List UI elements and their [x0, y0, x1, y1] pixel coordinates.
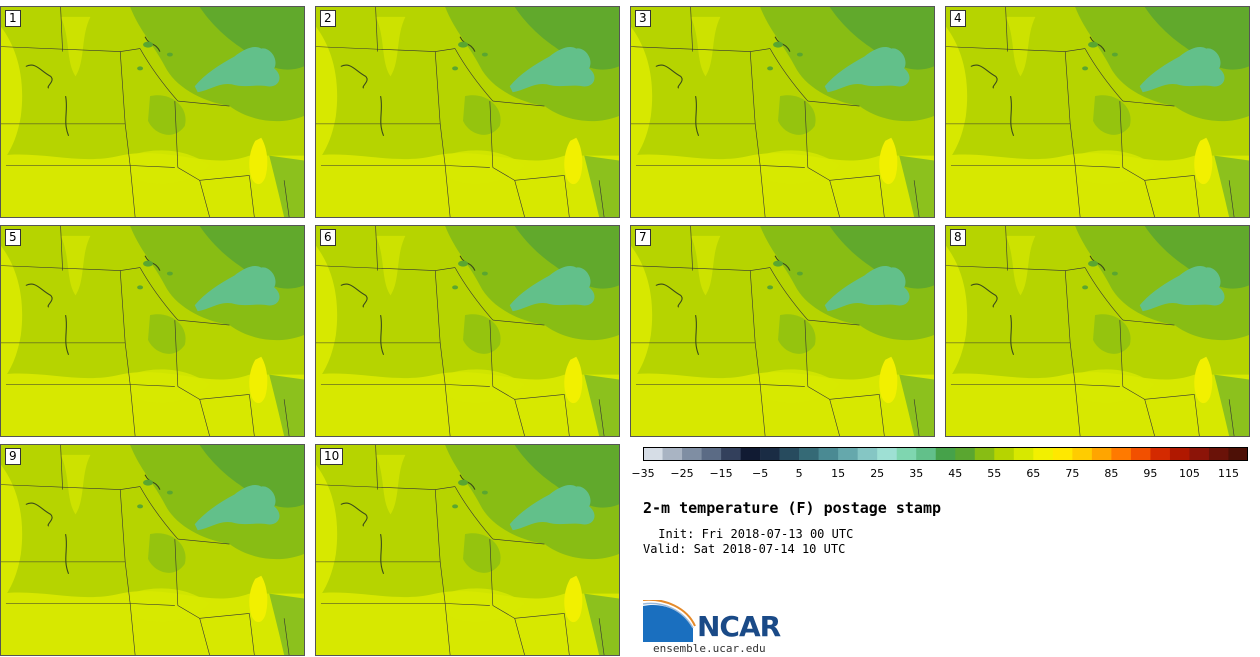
- colorbar-bin: [662, 447, 683, 461]
- colorbar-tick-label: 85: [1104, 467, 1119, 480]
- valid-time: Valid: Sat 2018-07-14 10 UTC: [643, 542, 846, 556]
- colorbar-bin: [1111, 447, 1132, 461]
- colorbar-tick-label: 45: [948, 467, 963, 480]
- colorbar-bin: [1208, 447, 1229, 461]
- temperature-colorbar: [643, 447, 1248, 461]
- temperature-map: [631, 226, 934, 436]
- colorbar-tick-label: −35: [631, 467, 655, 480]
- ensemble-member-panel-5: 5: [0, 225, 305, 437]
- colorbar-tick-label: 15: [831, 467, 846, 480]
- ensemble-member-panel-7: 7: [630, 225, 935, 437]
- colorbar-bin: [955, 447, 976, 461]
- colorbar-tick-label: 25: [870, 467, 885, 480]
- site-url: ensemble.ucar.edu: [653, 642, 766, 655]
- colorbar-tick-label: −25: [670, 467, 694, 480]
- init-time: Init: Fri 2018-07-13 00 UTC: [651, 527, 854, 541]
- colorbar-tick-label: 75: [1065, 467, 1080, 480]
- colorbar-bin: [779, 447, 800, 461]
- colorbar-bin: [838, 447, 858, 461]
- temperature-map: [316, 226, 619, 436]
- product-title: 2-m temperature (F) postage stamp: [643, 499, 942, 517]
- colorbar-bin: [721, 447, 741, 461]
- colorbar-bin: [1013, 447, 1034, 461]
- colorbar-bin: [1033, 447, 1054, 461]
- colorbar-bin: [974, 447, 995, 461]
- temperature-map: [316, 445, 619, 655]
- colorbar-bin: [1052, 447, 1073, 461]
- colorbar-bin: [1130, 447, 1151, 461]
- colorbar-bin: [1169, 447, 1190, 461]
- colorbar-bin: [1072, 447, 1093, 461]
- colorbar-tick-label: 115: [1217, 467, 1239, 480]
- colorbar-bin: [935, 447, 956, 461]
- colorbar-bin: [682, 447, 702, 461]
- member-number-label: 3: [635, 10, 651, 27]
- colorbar-bin: [740, 447, 761, 461]
- colorbar-tick-label: 65: [1026, 467, 1041, 480]
- member-number-label: 10: [320, 448, 344, 465]
- colorbar-tick-label: 95: [1143, 467, 1158, 480]
- colorbar-bin: [799, 447, 819, 461]
- colorbar-tick-label: −5: [751, 467, 769, 480]
- ncar-logo-icon: [643, 600, 696, 642]
- ensemble-member-panel-9: 9: [0, 444, 305, 656]
- member-number-label: 9: [5, 448, 21, 465]
- colorbar-tick-label: 55: [987, 467, 1002, 480]
- ensemble-member-panel-10: 10: [315, 444, 620, 656]
- temperature-map: [316, 7, 619, 217]
- colorbar-bin: [1150, 447, 1171, 461]
- colorbar-tick-label: 105: [1178, 467, 1200, 480]
- temperature-map: [946, 226, 1249, 436]
- colorbar-bin: [1228, 447, 1248, 461]
- temperature-map: [1, 7, 304, 217]
- colorbar-tick-label: 35: [909, 467, 924, 480]
- temperature-map: [946, 7, 1249, 217]
- colorbar-tick-label: 5: [795, 467, 803, 480]
- colorbar-bin: [1189, 447, 1210, 461]
- member-number-label: 7: [635, 229, 651, 246]
- temperature-map: [1, 226, 304, 436]
- colorbar-bin: [896, 447, 917, 461]
- colorbar-bin: [857, 447, 878, 461]
- colorbar-bin: [1091, 447, 1112, 461]
- ncar-logo-text: NCAR: [697, 610, 781, 643]
- ensemble-member-panel-6: 6: [315, 225, 620, 437]
- member-number-label: 4: [950, 10, 966, 27]
- colorbar-bin: [994, 447, 1015, 461]
- colorbar-bin: [643, 447, 663, 461]
- colorbar-bin: [818, 447, 839, 461]
- colorbar-bin: [916, 447, 937, 461]
- ensemble-member-panel-3: 3: [630, 6, 935, 218]
- member-number-label: 8: [950, 229, 966, 246]
- colorbar-bin: [877, 447, 898, 461]
- colorbar-bin: [701, 447, 722, 461]
- member-number-label: 2: [320, 10, 336, 27]
- temperature-map: [1, 445, 304, 655]
- temperature-map: [631, 7, 934, 217]
- colorbar-tick-label: −15: [709, 467, 733, 480]
- colorbar-bin: [760, 447, 780, 461]
- member-number-label: 5: [5, 229, 21, 246]
- ensemble-member-panel-8: 8: [945, 225, 1250, 437]
- ensemble-member-panel-1: 1: [0, 6, 305, 218]
- member-number-label: 6: [320, 229, 336, 246]
- member-number-label: 1: [5, 10, 21, 27]
- ensemble-member-panel-2: 2: [315, 6, 620, 218]
- ensemble-member-panel-4: 4: [945, 6, 1250, 218]
